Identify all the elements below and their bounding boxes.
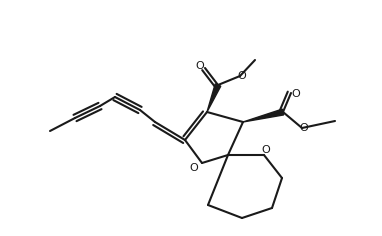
Polygon shape: [243, 109, 284, 122]
Text: O: O: [291, 89, 300, 99]
Text: O: O: [196, 61, 204, 71]
Text: O: O: [262, 145, 270, 155]
Text: O: O: [238, 71, 246, 81]
Text: O: O: [189, 163, 198, 173]
Text: O: O: [299, 123, 308, 133]
Polygon shape: [207, 84, 221, 112]
